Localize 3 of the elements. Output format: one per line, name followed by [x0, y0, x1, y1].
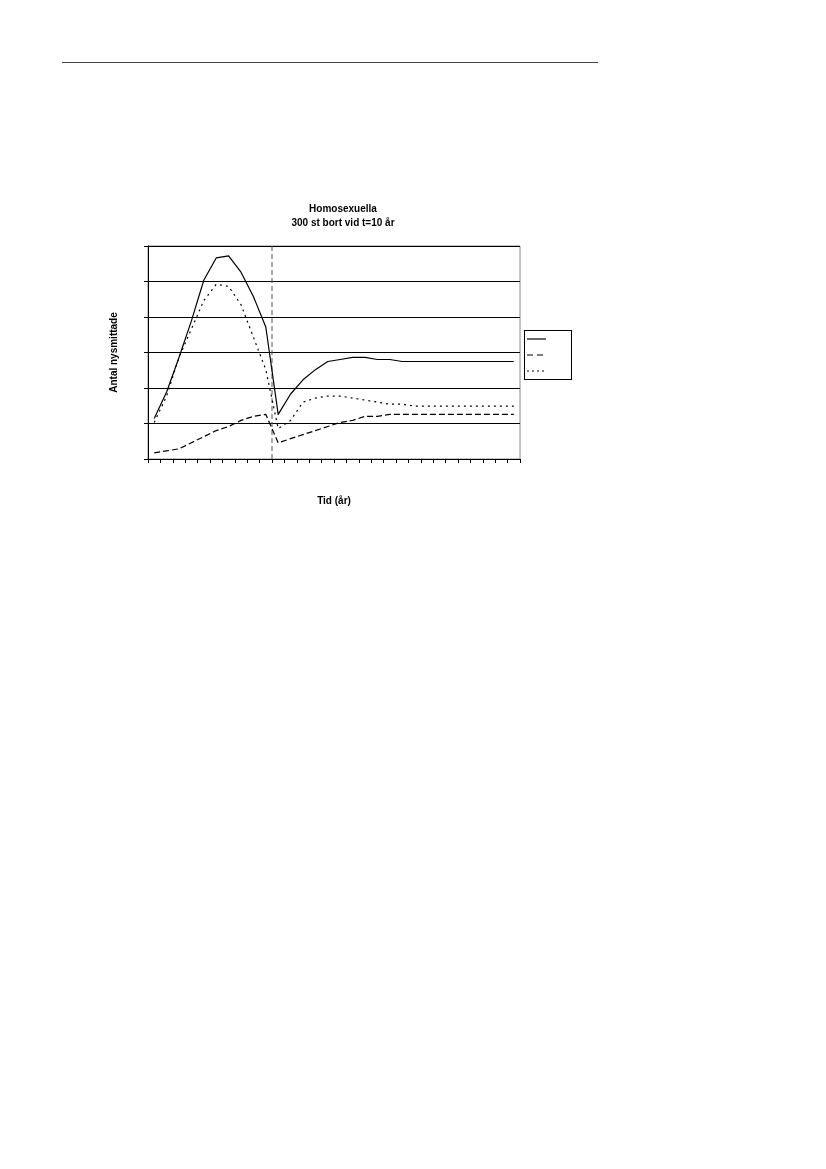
x-axis-title: Tid (år) — [317, 494, 351, 506]
y-axis-title: Antal nysmittade — [107, 311, 119, 393]
chart-title: Homosexuella 300 st bort vid t=10 år — [291, 202, 395, 228]
